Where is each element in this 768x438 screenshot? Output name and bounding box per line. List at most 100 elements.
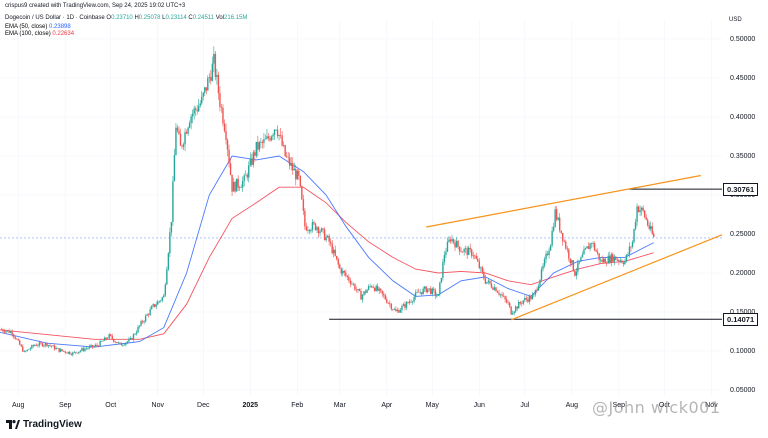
- tradingview-logo[interactable]: TradingView: [6, 419, 82, 430]
- candle-body: [392, 309, 394, 310]
- candle-body: [58, 348, 60, 352]
- candle-body: [210, 77, 212, 81]
- candle-body: [575, 271, 578, 276]
- x-tick-label: Nov: [152, 402, 165, 409]
- candle-body: [442, 261, 444, 278]
- candle-body: [25, 351, 27, 352]
- candle-body: [23, 351, 25, 352]
- candle-body: [469, 247, 471, 250]
- candle-body: [217, 74, 220, 94]
- candle-body: [226, 139, 229, 150]
- candle-body: [181, 145, 183, 147]
- candle-body: [205, 87, 207, 91]
- trendlines: [426, 174, 723, 321]
- candle-body: [643, 210, 646, 217]
- ema-50-line: [0, 155, 654, 348]
- candle-body: [419, 292, 421, 293]
- candle-body: [461, 251, 464, 253]
- candle-body: [245, 174, 247, 176]
- candle-body: [474, 255, 476, 257]
- x-tick-label: Nov: [705, 402, 718, 409]
- candle-body: [527, 299, 529, 302]
- candle-body: [554, 209, 556, 227]
- candle-body: [278, 135, 280, 137]
- candle-body: [100, 341, 103, 342]
- candle-body: [440, 277, 443, 283]
- candle-body: [357, 288, 359, 290]
- candle-body: [296, 170, 298, 180]
- candle-body: [79, 350, 82, 352]
- candle-body: [267, 136, 270, 139]
- candle-body: [228, 149, 230, 164]
- candle-body: [613, 256, 616, 262]
- ema50-legend[interactable]: EMA (50, close) 0.23898: [5, 24, 71, 30]
- candle-body: [457, 240, 459, 247]
- candle-body: [235, 178, 238, 192]
- candle-body: [572, 260, 575, 272]
- candle-body: [565, 241, 567, 249]
- candle-body: [76, 352, 79, 354]
- candle-body: [548, 250, 550, 255]
- candle-body: [411, 301, 414, 303]
- candle-body: [466, 248, 468, 256]
- candle-body: [184, 132, 186, 145]
- candle-body: [251, 158, 253, 165]
- candle-body: [455, 240, 458, 248]
- candle-body: [363, 291, 365, 295]
- candle-body: [533, 294, 535, 296]
- candle-body: [549, 245, 552, 251]
- candle-body: [147, 314, 150, 315]
- candle-body: [634, 222, 637, 229]
- candle-body: [639, 210, 641, 213]
- x-tick-label: 2025: [242, 402, 258, 409]
- candle-body: [636, 206, 638, 223]
- candle-body: [477, 258, 479, 262]
- x-axis: Aug Sep Oct Nov Dec 2025 Feb Mar Apr May Jun Jul Aug…: [12, 402, 718, 409]
- candle-body: [190, 116, 192, 124]
- candle-body: [194, 108, 197, 110]
- candle-body: [546, 253, 549, 255]
- candle-body: [78, 351, 80, 354]
- candle-body: [0, 329, 3, 330]
- candle-body: [119, 342, 121, 344]
- x-tick-label: Jun: [474, 402, 485, 409]
- open-value: 0.23710: [111, 15, 133, 21]
- candle-body: [240, 187, 242, 189]
- candle-body: [612, 254, 614, 262]
- candle-body: [198, 105, 200, 112]
- ema100-label: EMA (100, close): [5, 31, 51, 37]
- candle-body: [90, 345, 92, 347]
- candle-body: [6, 330, 9, 332]
- candle-body: [610, 254, 612, 263]
- candle-body: [645, 216, 647, 220]
- candle-body: [223, 123, 226, 132]
- candle-body: [298, 170, 300, 176]
- candle-body: [354, 284, 356, 290]
- candle-body: [19, 340, 21, 345]
- ema-100-path: [0, 186, 654, 340]
- candle-body: [425, 286, 427, 293]
- candle-body: [222, 107, 224, 124]
- candle-body: [125, 342, 127, 345]
- candle-body: [257, 141, 259, 150]
- candle-body: [631, 241, 634, 247]
- y-tick-label: 0.50000: [730, 36, 755, 43]
- candle-body: [422, 288, 424, 295]
- candle-body: [243, 175, 245, 181]
- candle-body: [555, 209, 558, 220]
- y-tick-label: 0.45000: [730, 75, 755, 82]
- candle-body: [241, 180, 244, 188]
- candle-body: [539, 279, 541, 286]
- candle-body: [152, 304, 154, 307]
- ema100-legend[interactable]: EMA (100, close) 0.22634: [5, 31, 74, 37]
- candle-body: [502, 295, 505, 297]
- candle-body: [534, 290, 537, 295]
- high-label: H: [134, 15, 139, 21]
- candle-body: [622, 262, 625, 265]
- candle-body: [651, 226, 653, 234]
- candle-body: [319, 231, 321, 234]
- candle-body: [336, 255, 338, 260]
- candle-body: [114, 341, 116, 343]
- symbol-title: Dogecoin / US Dollar · 1D · Coinbase: [5, 15, 105, 21]
